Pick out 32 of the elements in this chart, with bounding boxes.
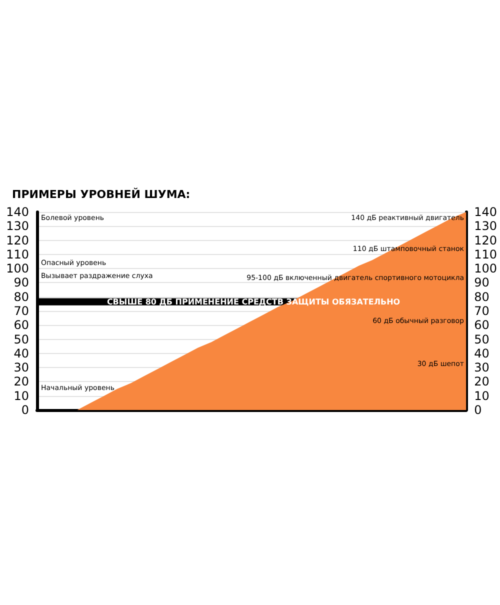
y-tick-label: 70	[14, 304, 29, 318]
band-label: СВЫШЕ 80 ДБ ПРИМЕНЕНИЕ СРЕДСТВ ЗАЩИТЫ ОБЯЗАТЕЛЬНО	[106, 297, 400, 306]
y2-tick-label: 70	[474, 304, 490, 318]
y2-tick-label: 130	[474, 219, 497, 234]
y2-tick-label: 140	[474, 205, 497, 219]
y2-tick-label: 110	[474, 247, 497, 262]
y-tick-label: 10	[14, 388, 29, 403]
y-tick-label: 60	[14, 318, 29, 332]
y-tick-label: 120	[6, 233, 29, 248]
y2-tick-label: 120	[474, 233, 497, 248]
y2-tick-label: 50	[474, 332, 490, 346]
y-tick-label: 30	[14, 360, 29, 375]
y2-tick-label: 90	[474, 276, 490, 290]
y-tick-label: 100	[6, 262, 29, 276]
y-tick-label: 110	[6, 247, 29, 262]
y2-tick-label: 60	[474, 318, 490, 332]
y-tick-label: 130	[6, 219, 29, 234]
chart-title: ПРИМЕРЫ УРОВНЕЙ ШУМА:	[12, 187, 190, 201]
y-tick-label: 40	[14, 346, 29, 360]
y-tick-label: 50	[14, 332, 29, 346]
y2-tick-label: 30	[474, 360, 490, 375]
y-tick-label: 0	[21, 403, 29, 417]
y2-tick-label: 80	[474, 290, 490, 304]
y2-tick-label: 40	[474, 346, 490, 360]
y-tick-label: 90	[14, 276, 29, 290]
y2-tick-label: 100	[474, 262, 497, 276]
y-tick-label: 80	[14, 290, 29, 304]
y2-tick-label: 20	[474, 374, 490, 389]
y2-tick-label: 0	[474, 403, 482, 417]
y2-tick-label: 10	[474, 388, 490, 403]
y-tick-label: 20	[14, 374, 29, 389]
y-tick-label: 140	[6, 205, 29, 219]
